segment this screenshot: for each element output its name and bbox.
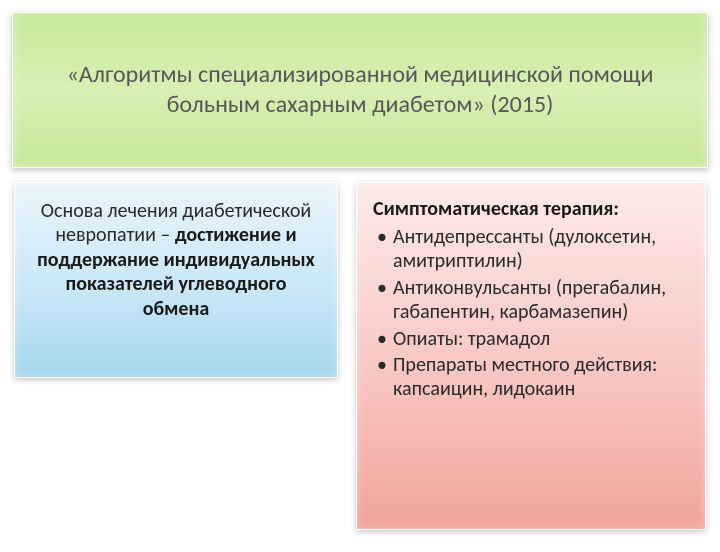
title-text: «Алгоритмы специализированной медицинско…	[37, 60, 683, 120]
right-heading: Симптоматическая терапия:	[373, 197, 689, 221]
left-panel: Основа лечения диабетической невропатии …	[14, 182, 338, 378]
title-panel: «Алгоритмы специализированной медицинско…	[12, 12, 708, 168]
list-item: Препараты местного действия: капсаицин, …	[373, 353, 689, 402]
list-item: Опиаты: трамадол	[373, 327, 689, 351]
therapy-list: Антидепрессанты (дулоксетин, амитриптили…	[373, 225, 689, 402]
list-item: Антидепрессанты (дулоксетин, амитриптили…	[373, 225, 689, 274]
right-panel: Симптоматическая терапия: Антидепрессант…	[356, 182, 706, 530]
list-item: Антиконвульсанты (прегабалин, габапентин…	[373, 276, 689, 325]
content-columns: Основа лечения диабетической невропатии …	[0, 168, 720, 530]
